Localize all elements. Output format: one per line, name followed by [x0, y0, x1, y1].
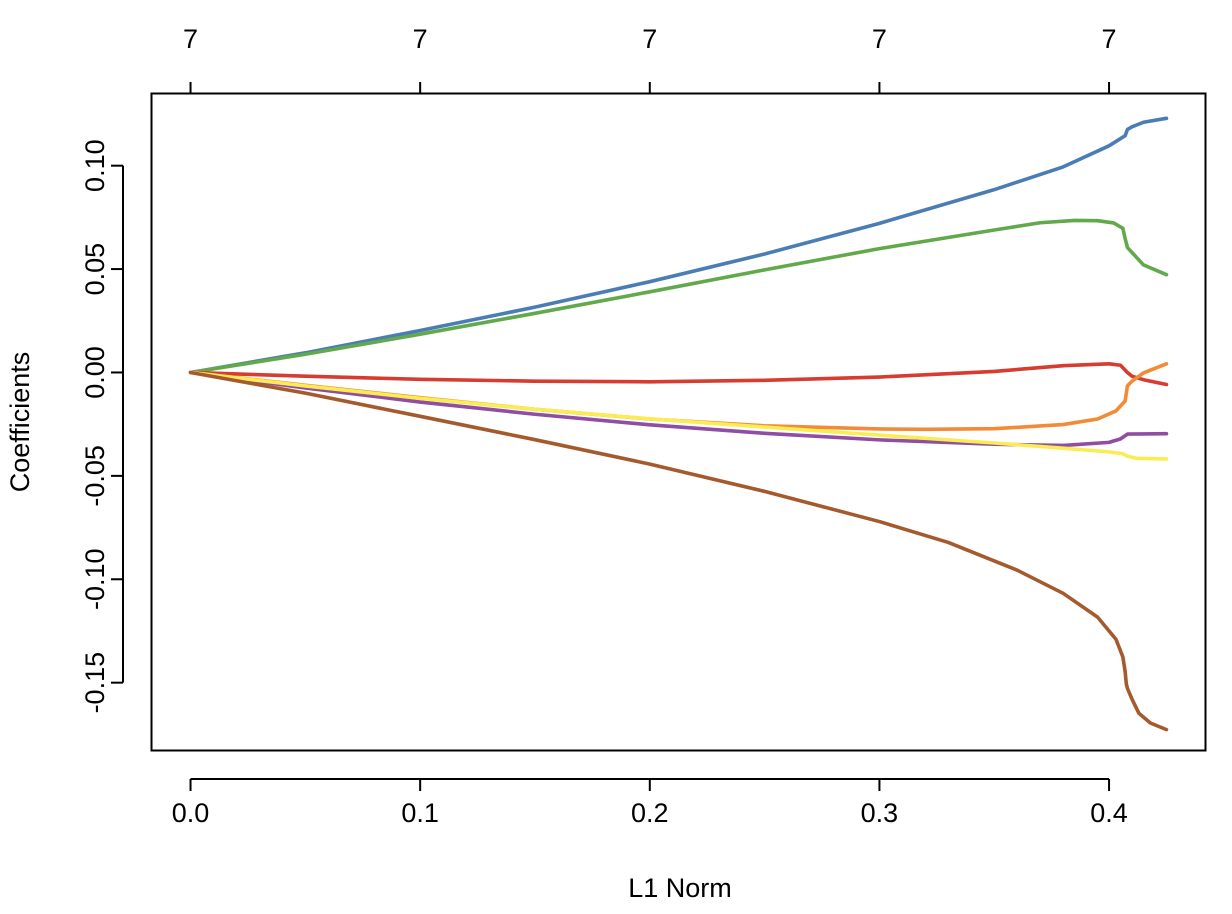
y-axis-title: Coefficients	[5, 352, 35, 493]
y-tick-label: 0.10	[80, 139, 110, 192]
series-line-blue	[188, 116, 1169, 375]
top-axis-df: 7 7 7 7 7	[183, 24, 1117, 94]
y-tick-label: -0.05	[80, 445, 110, 507]
x-axis: 0.0 0.1 0.2 0.3 0.4	[172, 778, 1128, 828]
plot-frame	[150, 92, 1207, 752]
top-tick-label: 7	[872, 24, 887, 54]
series-line-brown	[188, 370, 1169, 732]
series-line-red	[188, 361, 1169, 387]
series-line-green	[188, 218, 1169, 375]
top-tick-label: 7	[1102, 24, 1117, 54]
top-tick-label: 7	[642, 24, 657, 54]
series-line-yellow	[188, 370, 1169, 461]
x-tick-label: 0.2	[631, 798, 669, 828]
x-tick-label: 0.4	[1090, 798, 1128, 828]
y-tick-label: -0.15	[80, 652, 110, 714]
x-tick-label: 0.0	[172, 798, 210, 828]
series-line-purple	[188, 370, 1169, 448]
y-axis: 0.10 0.05 0.00 -0.05 -0.10 -0.15	[80, 139, 124, 714]
x-axis-title: L1 Norm	[628, 873, 732, 903]
top-tick-label: 7	[183, 24, 198, 54]
top-tick-label: 7	[413, 24, 428, 54]
x-tick-label: 0.1	[401, 798, 439, 828]
y-tick-label: -0.10	[80, 548, 110, 610]
series-layer	[188, 116, 1169, 732]
y-tick-label: 0.00	[80, 346, 110, 399]
y-tick-label: 0.05	[80, 243, 110, 296]
x-tick-label: 0.3	[861, 798, 899, 828]
